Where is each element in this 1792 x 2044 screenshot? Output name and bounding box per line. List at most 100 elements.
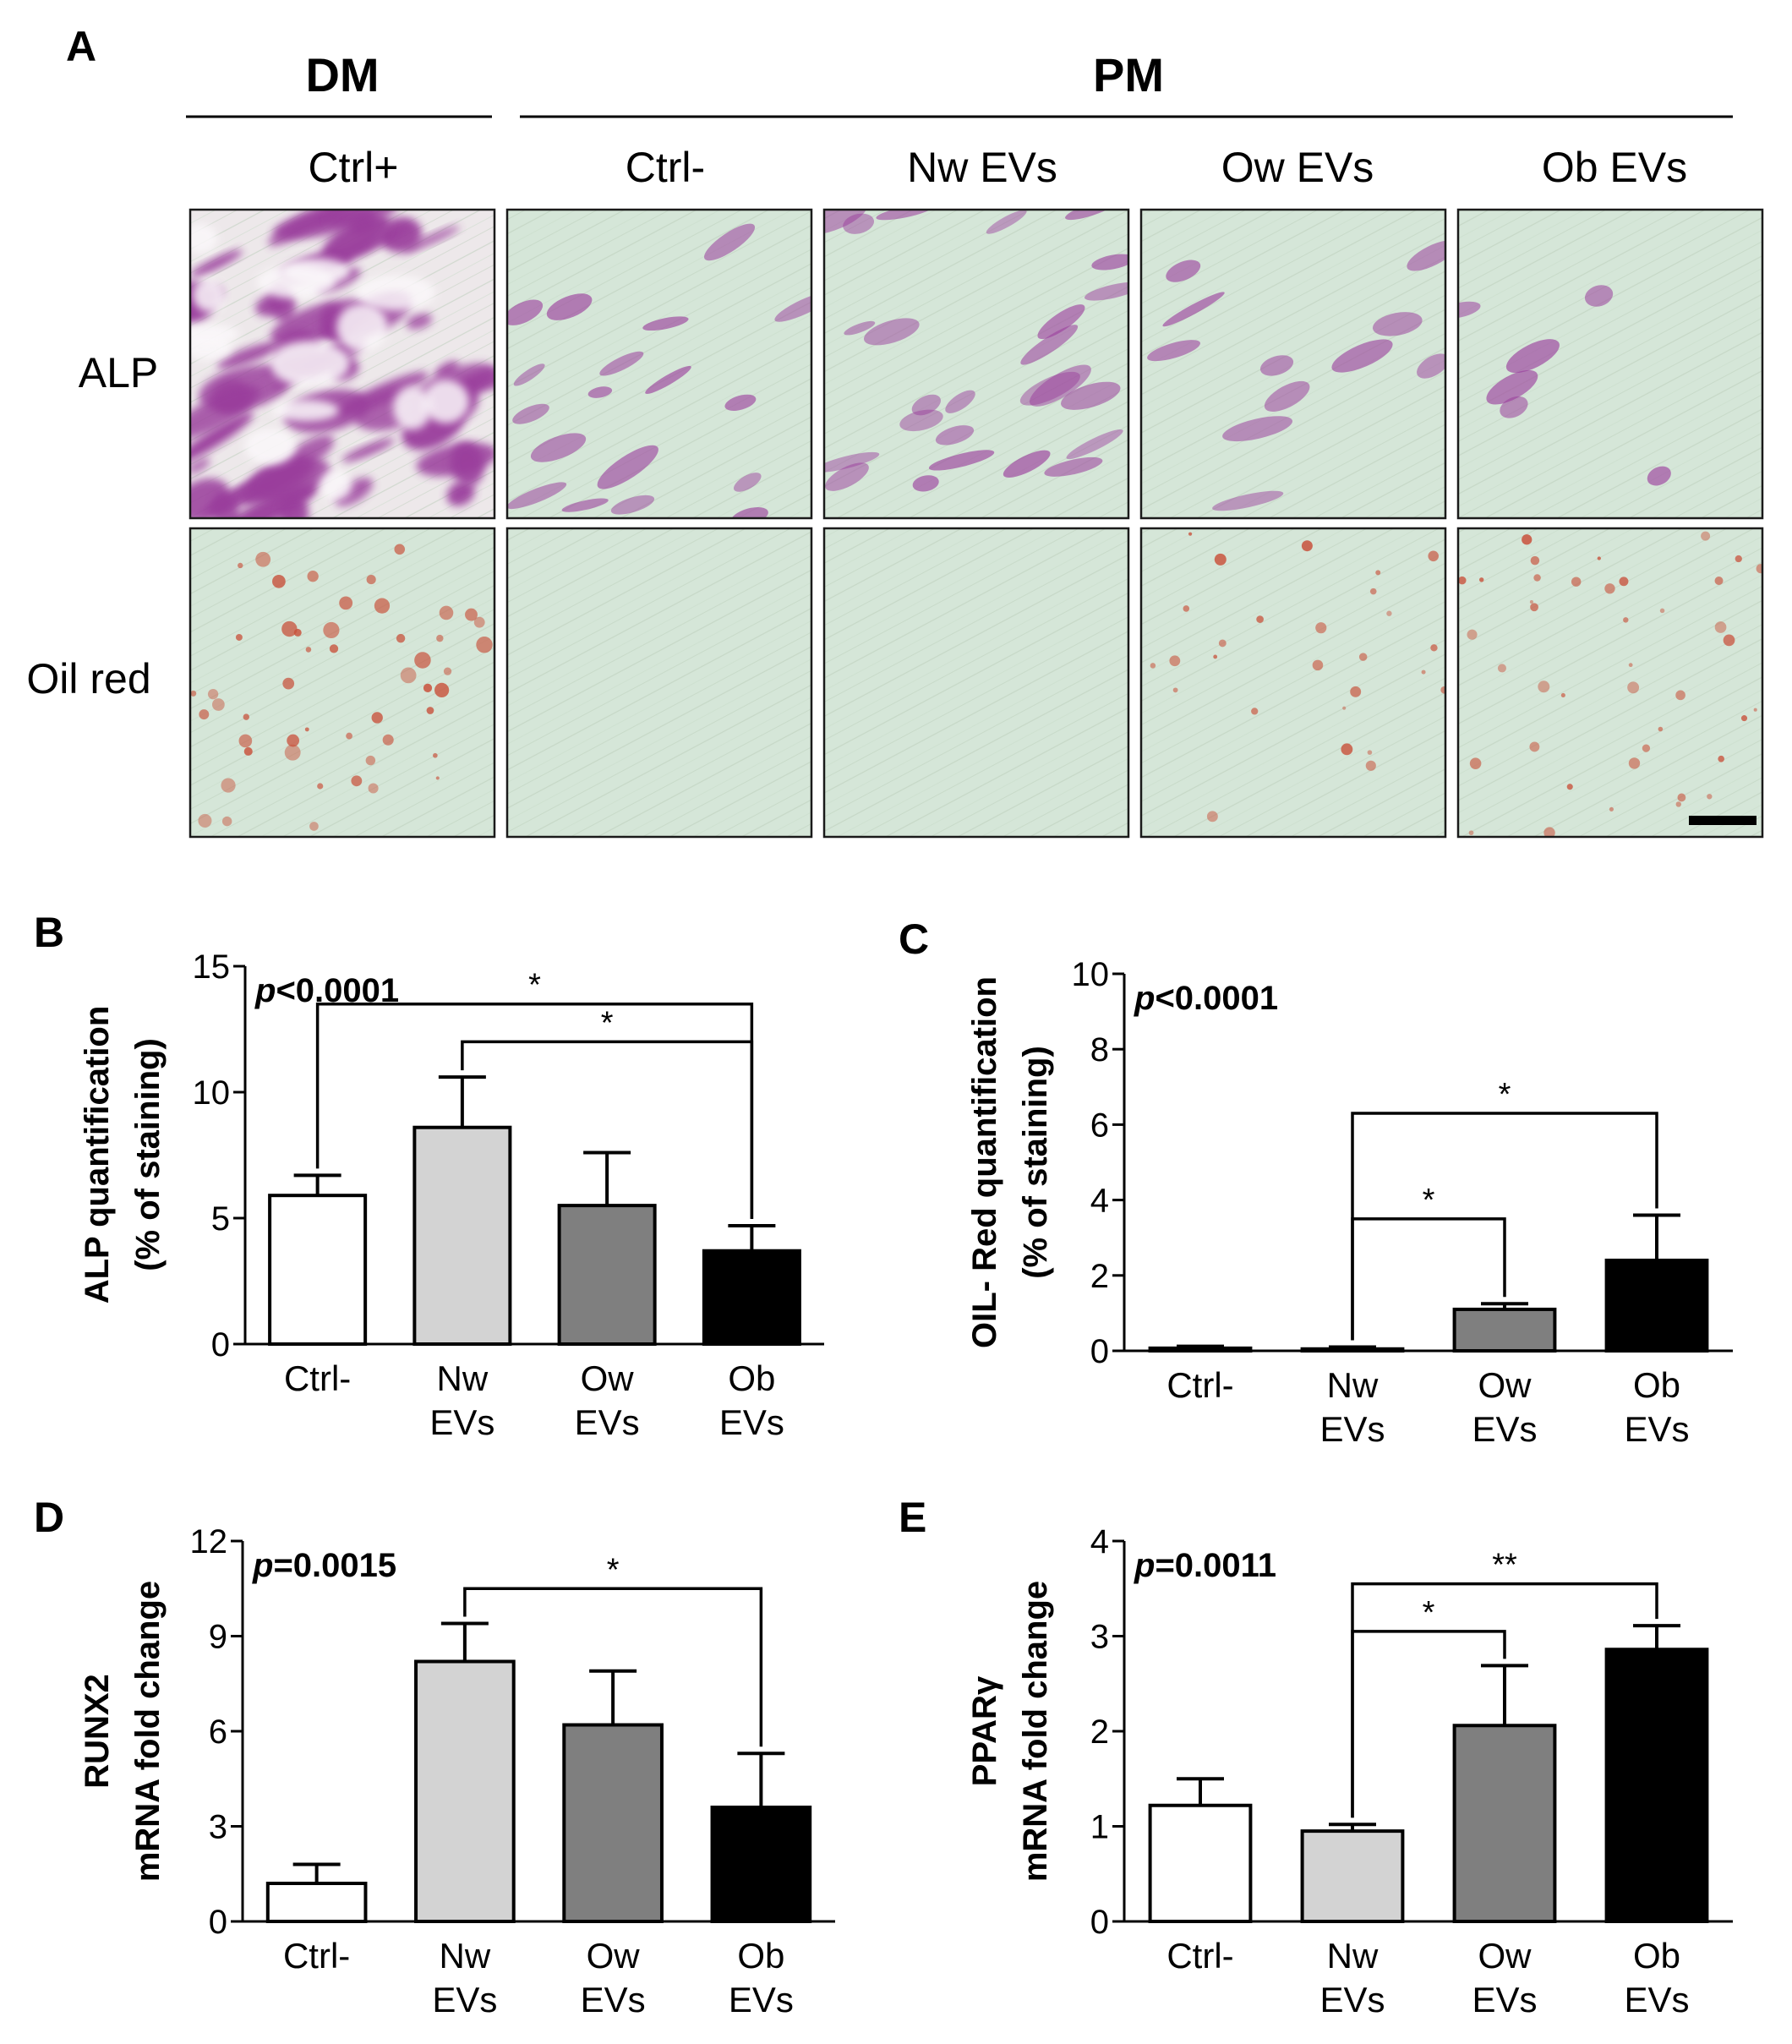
y-axis-label: RUNX2 (79, 1674, 116, 1789)
bar (702, 1249, 801, 1346)
x-tick-label: Ow (587, 1936, 641, 1976)
significance-bracket (1351, 1217, 1506, 1341)
micrograph-grid (188, 208, 1764, 839)
significance-label: * (528, 968, 541, 1003)
y-tick-label: 12 (190, 1523, 228, 1560)
x-tick-label: EVs (1319, 1980, 1385, 2019)
y-tick-label: 5 (211, 1200, 230, 1238)
significance-label: * (1499, 1077, 1511, 1112)
p-value-annotation: p=0.0015 (252, 1547, 396, 1584)
y-axis-label: (% of staining) (129, 1038, 167, 1271)
x-tick-label: Ob (728, 1358, 775, 1398)
bar (562, 1723, 664, 1923)
x-tick-label: Nw (1327, 1365, 1379, 1405)
micrograph-tile (822, 208, 1130, 520)
micrograph-tile (1139, 527, 1447, 839)
x-tick-label: Nw (440, 1936, 491, 1976)
y-axis-label: mRNA fold change (1017, 1581, 1054, 1882)
y-tick-label: 0 (1090, 1904, 1109, 1941)
micrograph-tile (1139, 208, 1447, 520)
bar (268, 1194, 368, 1347)
bar (1148, 1346, 1253, 1353)
group-label-pm: PM (1093, 48, 1164, 101)
x-tick-label: EVs (719, 1402, 784, 1442)
y-tick-label: 8 (1090, 1031, 1109, 1068)
panel-label: C (899, 915, 929, 963)
x-tick-label: EVs (1319, 1409, 1385, 1449)
micrograph-tile (505, 208, 813, 520)
y-axis-label: PPARγ (966, 1675, 1003, 1786)
micrograph-tile (1456, 527, 1764, 839)
micrograph-tile (1456, 208, 1764, 520)
chart-panel-c: C 0 2 4 6 8 10 OIL- Red quantification (% of sta… (899, 915, 1733, 1449)
row-label-alp: ALP (79, 349, 159, 396)
x-tick-label: EVs (575, 1402, 640, 1442)
x-tick-label: Ctrl- (1166, 1936, 1233, 1976)
significance-label: * (601, 1005, 614, 1041)
x-tick-label: Ctrl- (283, 1936, 350, 1976)
x-tick-label: Nw (1327, 1936, 1379, 1976)
column-label: Ob EVs (1542, 144, 1687, 191)
y-tick-label: 10 (1072, 956, 1110, 993)
y-tick-label: 4 (1090, 1523, 1109, 1560)
x-tick-label: EVs (729, 1980, 794, 2019)
panel-label: E (899, 1494, 926, 1541)
bar (1300, 1829, 1405, 1923)
panel-label-a: A (66, 23, 96, 70)
panel-a: A DM PM Ctrl+ Ctrl- Nw EVs Ow EVs Ob EVs… (26, 23, 1764, 839)
column-label: Nw EVs (907, 144, 1057, 191)
x-tick-label: EVs (1624, 1980, 1689, 2019)
panel-label: D (34, 1494, 64, 1541)
significance-bracket (463, 1587, 763, 1747)
chart-panel-d: D 0 3 6 9 12 RUNX2 mRNA fold change p=0.0015 Ctrl… (34, 1494, 835, 2019)
bar (265, 1882, 368, 1923)
x-tick-label: Ctrl- (1166, 1365, 1233, 1405)
column-label: Ow EVs (1221, 144, 1374, 191)
significance-label: * (607, 1552, 620, 1588)
micrograph-tile (188, 208, 496, 520)
bar (1604, 1648, 1709, 1923)
micrograph-tile (505, 527, 813, 839)
bar (1452, 1307, 1557, 1353)
y-tick-label: 0 (209, 1904, 227, 1941)
group-label-dm: DM (305, 48, 379, 101)
significance-label: * (1423, 1595, 1435, 1631)
p-value-annotation: p<0.0001 (1134, 980, 1278, 1017)
bar (710, 1806, 812, 1923)
significance-bracket (1351, 1630, 1506, 1818)
x-tick-label: Ow (1478, 1365, 1532, 1405)
bar (412, 1125, 512, 1346)
chart-panel-b: B 0 5 10 15 ALP quantification (% of staining)… (34, 909, 824, 1442)
scale-bar (1689, 816, 1756, 825)
x-tick-label: Ob (1633, 1365, 1680, 1405)
x-tick-label: Ctrl- (284, 1358, 351, 1398)
y-tick-label: 15 (193, 948, 231, 986)
bar (1452, 1724, 1557, 1923)
x-tick-label: Ow (1478, 1936, 1532, 1976)
y-tick-label: 1 (1090, 1809, 1109, 1846)
y-tick-label: 9 (209, 1619, 227, 1656)
bar (414, 1659, 516, 1923)
significance-label: ** (1492, 1548, 1517, 1583)
bar (1148, 1803, 1253, 1923)
y-axis-label: (% of staining) (1017, 1046, 1054, 1279)
p-value-annotation: p=0.0011 (1134, 1547, 1276, 1584)
y-axis-label: OIL- Red quantification (966, 976, 1003, 1348)
x-tick-label: EVs (429, 1402, 494, 1442)
x-tick-label: Ob (1633, 1936, 1680, 1976)
y-tick-label: 10 (193, 1074, 231, 1112)
y-tick-label: 3 (209, 1809, 227, 1846)
x-tick-label: EVs (432, 1980, 497, 2019)
y-tick-label: 4 (1090, 1183, 1109, 1220)
x-tick-label: EVs (581, 1980, 646, 2019)
panel-label: B (34, 909, 64, 956)
significance-bracket (461, 1040, 754, 1219)
significance-label: * (1423, 1183, 1435, 1218)
y-tick-label: 0 (211, 1326, 230, 1364)
micrograph-tile (188, 527, 496, 839)
y-tick-label: 6 (209, 1713, 227, 1751)
chart-panel-e: E 0 1 2 3 4 PPARγ mRNA fold change p=0.0011 Ctrl-… (899, 1494, 1733, 2019)
y-tick-label: 0 (1090, 1333, 1109, 1370)
